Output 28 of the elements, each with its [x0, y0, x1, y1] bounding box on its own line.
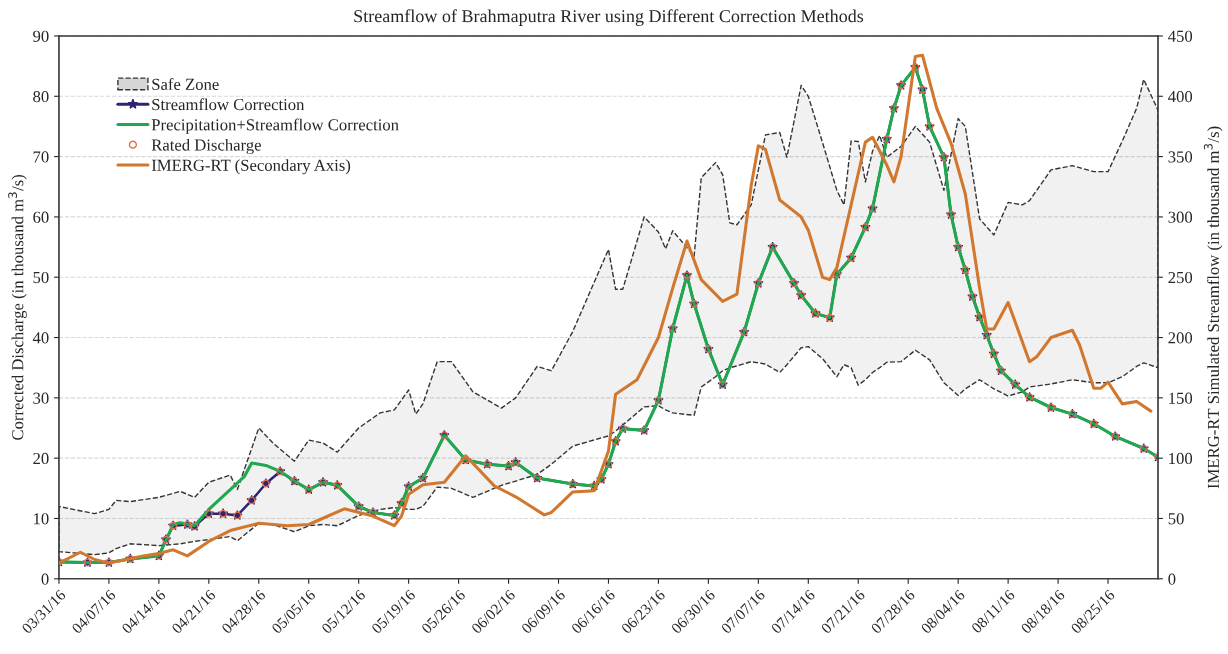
y2-tick-label: 450: [1168, 30, 1193, 42]
y2-tick-label: 400: [1168, 90, 1193, 103]
y-tick-label: 20: [33, 452, 49, 465]
legend-label: Safe Zone: [152, 78, 219, 90]
y-tick-label: 80: [33, 90, 49, 103]
y-tick-label: 10: [34, 513, 49, 525]
legend-label: IMERG-RT (Secondary Axis): [151, 159, 351, 175]
y-tick-label: 30: [33, 392, 49, 404]
y-tick-label: 50: [33, 271, 49, 284]
y2-tick-label: 150: [1169, 392, 1193, 404]
y2-tick-label: 200: [1168, 332, 1193, 344]
legend-label: Rated Discharge: [151, 138, 261, 155]
y2-tick-label: 250: [1168, 271, 1193, 284]
chart-title: Streamflow of Brahmaputra River using Different Correction Methods: [354, 9, 864, 26]
y2-tick-label: 100: [1169, 452, 1193, 465]
y2-tick-label: 0: [1168, 573, 1176, 585]
legend-label: Streamflow Correction: [152, 98, 305, 111]
y-tick-label: 90: [33, 30, 49, 42]
y-tick-label: 40: [32, 332, 49, 344]
y-axis-title: Corrected Discharge (in thousand m$^{3}$/s): [8, 174, 27, 440]
y-tick-label: 0: [41, 573, 49, 585]
legend-label: Precipitation+Streamflow Correction: [151, 118, 399, 134]
y2-tick-label: 300: [1168, 211, 1193, 223]
y-tick-label: 60: [33, 211, 49, 223]
y2-tick-label: 50: [1168, 513, 1184, 525]
y-tick-label: 70: [33, 151, 49, 163]
y2-tick-label: 350: [1168, 151, 1193, 163]
y2-axis-title: IMERG-RT Simulated Streamflow (in thousand m$^{3}$/s): [1203, 126, 1223, 489]
